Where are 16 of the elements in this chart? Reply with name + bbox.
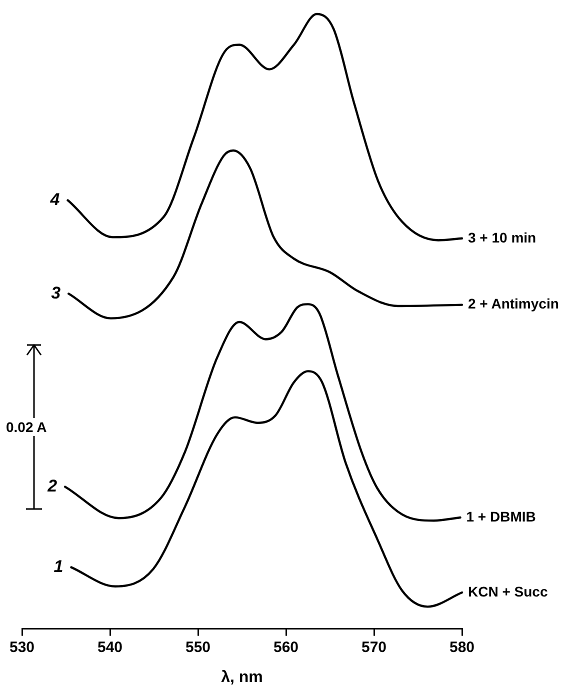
x-tick-label: 560 <box>273 638 299 656</box>
annotation: 2 <box>46 476 58 496</box>
annotation: 3 <box>51 283 62 302</box>
series-label: 3 + 10 min <box>468 229 536 246</box>
x-tick-label: 580 <box>449 638 475 656</box>
annotation: 0.02 A <box>6 418 47 436</box>
x-tick-label: 530 <box>9 638 35 656</box>
series-label: 2 + Antimycin <box>468 296 559 312</box>
x-axis-title: λ, nm <box>221 668 263 686</box>
series-label: KCN + Succ <box>468 583 548 600</box>
x-tick-label: 540 <box>97 638 123 656</box>
annotation: 4 <box>49 190 60 209</box>
series-label: 1 + DBMIB <box>466 508 536 524</box>
annotation: 1 <box>54 557 64 576</box>
x-tick-label: 550 <box>185 638 211 656</box>
x-tick-label: 570 <box>361 638 387 656</box>
